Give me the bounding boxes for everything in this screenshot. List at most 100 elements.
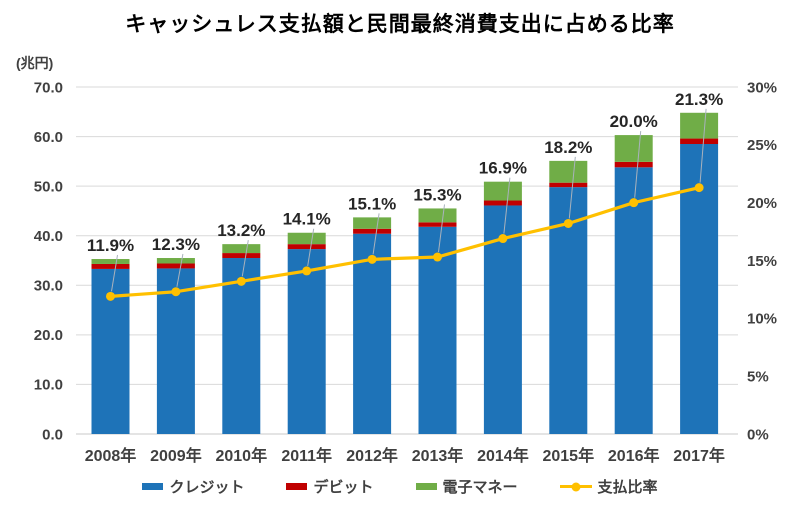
bar-segment-credit xyxy=(353,233,392,434)
ratio-data-label: 21.3% xyxy=(675,90,723,109)
bar-segment-emoney xyxy=(222,244,261,254)
x-axis-label: 2008年 xyxy=(85,446,137,465)
data-label-leader-line xyxy=(503,177,511,234)
x-axis-label: 2016年 xyxy=(608,446,660,465)
ratio-line-marker xyxy=(302,266,312,276)
bar-segment-credit xyxy=(614,167,653,434)
ratio-line-marker xyxy=(106,291,115,301)
legend-label-ratio: 支払比率 xyxy=(597,479,658,496)
ratio-data-label: 20.0% xyxy=(610,112,658,131)
legend-label-emoney: 電子マネー xyxy=(442,479,518,496)
x-axis-label: 2009年 xyxy=(150,446,202,465)
chart-title: キャッシュレス支払額と民間最終消費支出に占める比率 xyxy=(125,11,675,36)
left-axis-tick-label: 30.0 xyxy=(34,278,63,295)
data-label-leader-line xyxy=(699,108,707,183)
ratio-data-label: 18.2% xyxy=(544,138,592,157)
left-axis-tick-label: 20.0 xyxy=(34,327,63,344)
ratio-line-marker xyxy=(433,252,442,262)
bar-segment-debit xyxy=(418,222,457,227)
legend-label-debit: デビット xyxy=(313,479,374,496)
bar-segment-emoney xyxy=(156,258,195,264)
legend-swatch-debit xyxy=(286,483,308,490)
bar-segment-debit xyxy=(483,200,522,206)
data-label-leader-line xyxy=(176,253,184,287)
left-axis-tick-label: 60.0 xyxy=(34,129,63,146)
x-axis-label: 2013年 xyxy=(412,446,464,465)
right-axis-tick-label: 15% xyxy=(747,253,777,270)
bar-segment-emoney xyxy=(287,232,326,245)
right-axis-tick-label: 20% xyxy=(747,195,777,212)
data-label-leader-line xyxy=(307,228,315,266)
x-axis-label: 2015年 xyxy=(542,446,594,465)
ratio-data-label: 11.9% xyxy=(87,236,134,255)
bar-segment-debit xyxy=(614,161,653,168)
x-axis-label: 2012年 xyxy=(346,446,398,465)
bar-segment-credit xyxy=(680,144,719,434)
ratio-line-marker xyxy=(171,287,181,297)
bar-segment-debit xyxy=(680,138,719,145)
left-axis-tick-label: 70.0 xyxy=(34,79,63,96)
left-axis-tick-label: 0.0 xyxy=(42,426,63,443)
legend-item-ratio: 支払比率 xyxy=(559,476,658,497)
ratio-data-label: 16.9% xyxy=(479,159,527,178)
ratio-line-marker xyxy=(498,234,508,244)
data-label-leader-line xyxy=(438,204,445,253)
left-axis-tick-label: 50.0 xyxy=(34,178,63,195)
bar-segment-emoney xyxy=(549,160,588,183)
ratio-line-marker xyxy=(563,218,573,228)
legend-line-dot xyxy=(571,482,581,491)
x-axis-label: 2014年 xyxy=(477,446,529,465)
legend-swatch-credit xyxy=(142,483,164,490)
data-label-leader-line xyxy=(241,240,249,277)
ratio-data-label: 15.3% xyxy=(413,185,461,204)
legend-swatch-emoney xyxy=(415,483,437,490)
bar-segment-debit xyxy=(156,263,195,269)
bar-segment-emoney xyxy=(614,135,653,162)
bar-segment-emoney xyxy=(91,259,130,264)
x-axis-label: 2011年 xyxy=(281,446,332,465)
bar-segment-debit xyxy=(91,263,130,269)
bar-segment-debit xyxy=(549,182,588,188)
ratio-data-label: 13.2% xyxy=(217,221,265,240)
ratio-data-label: 12.3% xyxy=(152,235,200,254)
bar-segment-debit xyxy=(287,244,326,250)
x-axis-label: 2017年 xyxy=(673,446,725,465)
x-axis-label: 2010年 xyxy=(215,446,267,465)
bar-segment-credit xyxy=(287,249,326,434)
bar-segment-emoney xyxy=(418,208,457,223)
legend-item-emoney: 電子マネー xyxy=(415,476,518,497)
legend-label-credit: クレジット xyxy=(169,479,245,496)
right-axis-tick-label: 30% xyxy=(747,79,777,96)
legend-line-marker-ratio xyxy=(559,482,592,491)
data-label-leader-line xyxy=(634,131,642,198)
legend-item-debit: デビット xyxy=(286,476,374,497)
data-label-leader-line xyxy=(568,156,576,219)
ratio-line-marker xyxy=(367,254,377,264)
bar-segment-emoney xyxy=(483,181,522,201)
bar-segment-emoney xyxy=(680,112,719,139)
bar-segment-credit xyxy=(222,258,261,434)
ratio-data-label: 14.1% xyxy=(283,210,331,229)
bar-segment-debit xyxy=(353,228,392,234)
ratio-line xyxy=(108,186,701,298)
right-axis-tick-label: 0% xyxy=(747,426,769,443)
ratio-line-marker xyxy=(629,198,639,208)
left-axis-unit-label: (兆円) xyxy=(16,55,54,71)
right-axis-tick-label: 10% xyxy=(747,311,777,328)
ratio-line-marker xyxy=(694,183,704,193)
legend: クレジット デビット 電子マネー 支払比率 xyxy=(0,476,800,497)
left-axis-tick-label: 10.0 xyxy=(34,377,63,394)
right-axis-tick-label: 25% xyxy=(747,137,777,154)
ratio-line-marker xyxy=(236,276,246,286)
bar-segment-debit xyxy=(222,253,261,259)
data-label-leader-line xyxy=(111,254,118,292)
legend-item-credit: クレジット xyxy=(142,476,244,497)
data-label-leader-line xyxy=(372,213,380,255)
bar-segment-credit xyxy=(549,187,588,434)
left-axis-tick-label: 40.0 xyxy=(34,228,63,245)
ratio-data-label: 15.1% xyxy=(348,194,396,213)
right-axis-tick-label: 5% xyxy=(747,368,769,385)
bar-segment-emoney xyxy=(353,217,392,229)
